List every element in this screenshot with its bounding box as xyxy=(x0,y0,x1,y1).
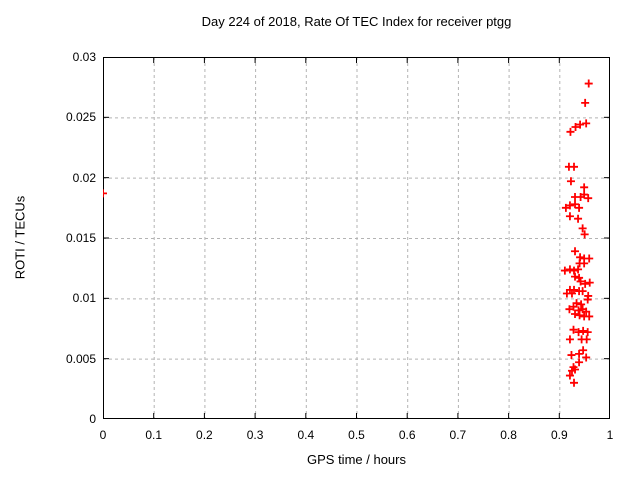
y-tick-label: 0.015 xyxy=(65,231,96,245)
x-axis-label: GPS time / hours xyxy=(307,452,406,467)
plot-area xyxy=(103,57,610,419)
x-tick-label: 0.2 xyxy=(196,428,213,442)
x-tick-label: 0.9 xyxy=(550,428,568,442)
x-tick-label: 0.6 xyxy=(398,428,416,442)
y-tick-label: 0.005 xyxy=(65,351,96,366)
scatter-plot-canvas xyxy=(103,57,610,419)
x-tick-label: 0.3 xyxy=(246,428,264,442)
y-tick-label: 0.02 xyxy=(72,170,96,185)
y-axis-label: ROTI / TECUs xyxy=(12,195,28,280)
plot-frame xyxy=(103,57,610,419)
x-tick-label: 1 xyxy=(606,428,614,442)
x-tick-label: 0 xyxy=(99,428,107,442)
y-tick-label: 0.01 xyxy=(72,291,96,306)
y-tick-label: 0 xyxy=(89,412,96,426)
x-tick-label: 0.8 xyxy=(500,428,517,442)
x-tick-label: 0.5 xyxy=(348,428,365,442)
x-tick-label: 0.1 xyxy=(145,428,163,442)
y-tick-label: 0.025 xyxy=(65,110,96,125)
y-tick-label: 0.03 xyxy=(72,50,96,64)
chart-title: Day 224 of 2018, Rate Of TEC Index for r… xyxy=(201,14,512,29)
x-tick-label: 0.4 xyxy=(297,428,315,442)
data-points xyxy=(103,79,594,387)
x-tick-label: 0.7 xyxy=(449,428,467,442)
